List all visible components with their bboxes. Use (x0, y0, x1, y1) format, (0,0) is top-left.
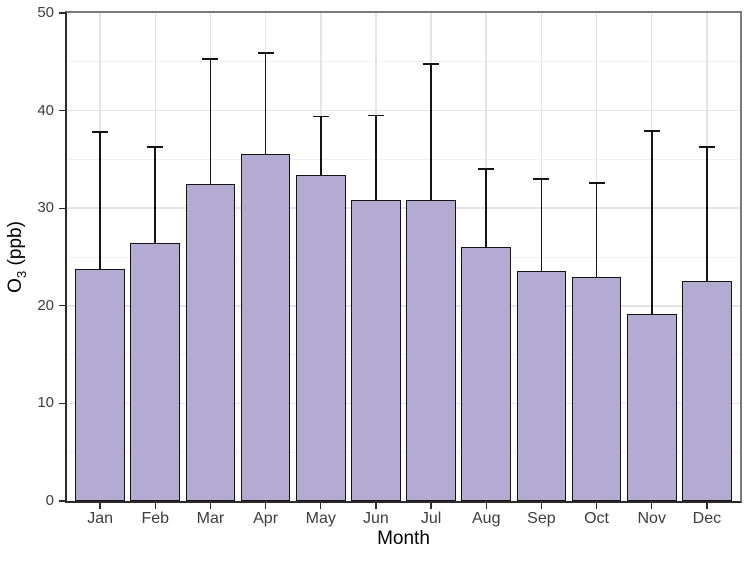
x-tick-dec (706, 503, 708, 509)
error-bar-may (319, 116, 322, 175)
bar-may (295, 175, 346, 501)
error-bar-jan (99, 132, 101, 269)
bar-nov (626, 313, 677, 501)
bar-oct (571, 276, 622, 501)
error-bar-aug (485, 169, 488, 248)
bar-aug (461, 247, 512, 501)
error-cap-aug (478, 168, 495, 171)
x-tick-label-apr: Apr (253, 510, 279, 527)
y-tick-label-0: 0 (45, 492, 54, 509)
x-tick-label-jun: Jun (363, 510, 389, 527)
error-bar-oct (595, 182, 598, 277)
y-tick-label-50: 50 (37, 4, 54, 21)
x-tick-aug (485, 503, 487, 509)
gridline-major-y-10 (67, 402, 740, 405)
bar-mar (185, 183, 236, 501)
y-tick-30 (59, 207, 65, 209)
y-tick-label-30: 30 (37, 199, 54, 217)
error-cap-jan (92, 131, 109, 133)
x-tick-may (320, 503, 322, 509)
x-tick-label-may: May (305, 510, 336, 527)
bar-jun (351, 200, 401, 501)
error-bar-jun (375, 115, 377, 201)
bar-apr (240, 153, 291, 501)
y-axis-title: O3 (ppb) (5, 221, 29, 293)
y-tick-40 (59, 109, 65, 112)
bar-jul (406, 200, 456, 501)
error-cap-jun (367, 114, 384, 117)
error-bar-sep (540, 178, 543, 271)
error-bar-feb (154, 146, 157, 244)
error-bar-jul (430, 63, 432, 201)
y-axis-title-subscript: 3 (13, 270, 29, 279)
x-tick-mar (209, 503, 212, 509)
x-axis-title: Month (377, 528, 430, 549)
gridline-minor-y-5 (67, 451, 740, 453)
x-tick-label-sep: Sep (527, 510, 556, 527)
bar-dec (682, 281, 732, 501)
bar-sep (516, 270, 567, 501)
error-cap-feb (147, 145, 164, 148)
error-bar-apr (264, 53, 267, 154)
error-cap-dec (698, 145, 715, 148)
x-tick-label-dec: Dec (692, 510, 722, 527)
y-tick-10 (59, 402, 65, 405)
gridline-minor-y-35 (67, 158, 740, 160)
x-tick-label-mar: Mar (196, 510, 225, 527)
y-tick-50 (59, 12, 65, 14)
x-tick-jun (375, 503, 377, 509)
x-tick-label-jan: Jan (87, 510, 113, 527)
x-tick-oct (595, 503, 598, 509)
x-tick-apr (264, 503, 267, 509)
gridline-major-y-30 (67, 207, 740, 209)
x-tick-label-nov: Nov (637, 510, 666, 527)
x-tick-sep (540, 503, 543, 509)
y-tick-0 (59, 500, 65, 502)
gridline-minor-y-25 (67, 256, 740, 258)
error-bar-dec (706, 146, 708, 282)
error-cap-sep (533, 178, 550, 180)
error-bar-mar (209, 58, 212, 184)
x-tick-jan (99, 503, 101, 509)
error-bar-nov (650, 131, 653, 314)
y-axis-title-base: O (5, 278, 27, 293)
x-tick-jul (430, 503, 432, 509)
y-tick-label-40: 40 (37, 101, 54, 119)
bar-feb (130, 243, 181, 501)
error-cap-apr (257, 52, 274, 54)
gridline-major-y-40 (67, 109, 740, 112)
bar-jan (75, 268, 125, 501)
gridline-major-y-20 (67, 305, 740, 307)
y-tick-20 (59, 305, 65, 307)
error-cap-mar (202, 57, 219, 60)
gridline-minor-y-45 (67, 61, 740, 63)
x-tick-feb (154, 503, 156, 509)
error-cap-jul (423, 62, 440, 65)
error-cap-oct (588, 181, 605, 184)
x-tick-label-feb: Feb (141, 510, 170, 527)
y-tick-label-10: 10 (37, 394, 54, 412)
y-tick-label-20: 20 (37, 296, 54, 314)
error-cap-nov (643, 130, 660, 132)
x-tick-label-oct: Oct (584, 510, 609, 527)
y-axis-title-suffix: (ppb) (5, 221, 27, 271)
x-tick-label-jul: Jul (420, 510, 442, 527)
x-tick-label-aug: Aug (472, 510, 501, 527)
error-cap-may (312, 115, 329, 118)
x-tick-nov (651, 503, 653, 509)
gridline-minor-y-15 (67, 354, 740, 356)
